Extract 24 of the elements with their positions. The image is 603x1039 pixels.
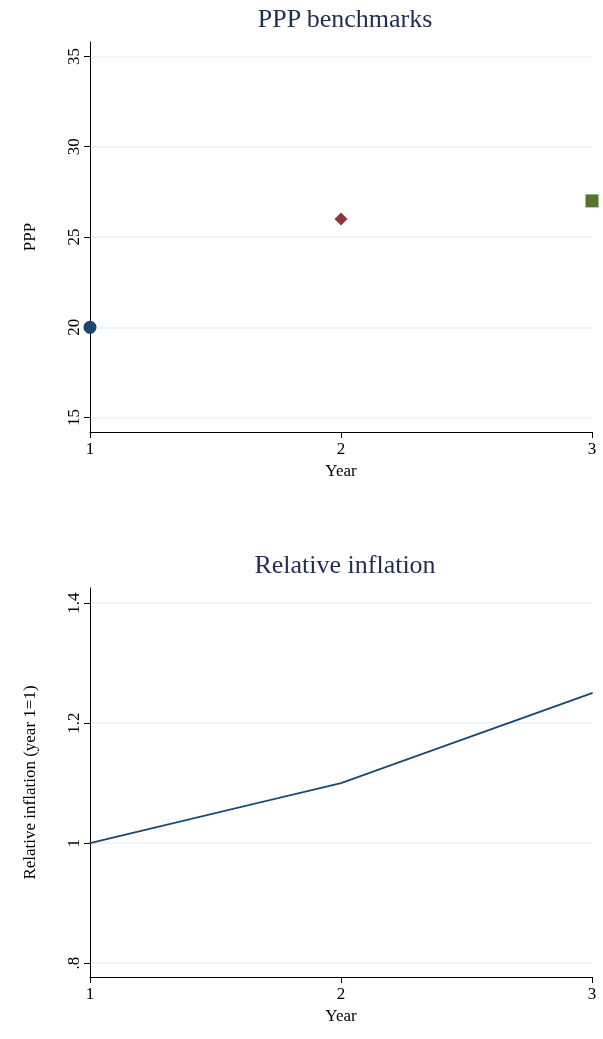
x-axis-title: Year — [325, 461, 357, 480]
y-axis-title: Relative inflation (year 1=1) — [20, 685, 39, 880]
x-tick-label: 2 — [336, 439, 346, 458]
x-tick-label: 1 — [85, 439, 95, 458]
y-tick-label: 1 — [64, 838, 83, 848]
y-tick-label: 25 — [64, 228, 83, 246]
y-tick-label: 30 — [64, 138, 83, 156]
x-axis-title: Year — [325, 1006, 357, 1025]
x-tick-label: 1 — [85, 984, 95, 1003]
y-axis-title: PPP — [20, 222, 39, 252]
chart-title: Relative inflation — [254, 549, 436, 579]
point — [334, 212, 348, 226]
x-tick-label: 2 — [336, 984, 346, 1003]
y-tick-label: 35 — [64, 47, 83, 65]
y-tick-label: 20 — [64, 318, 83, 336]
point — [83, 320, 97, 334]
x-tick-label: 3 — [587, 984, 597, 1003]
point — [585, 194, 599, 208]
y-tick-label: 1.2 — [64, 712, 83, 734]
y-tick-label: 15 — [64, 409, 83, 427]
y-tick-label: .8 — [64, 956, 83, 970]
x-tick-label: 3 — [587, 439, 597, 458]
chart-title: PPP benchmarks — [257, 3, 433, 33]
y-tick-label: 1.4 — [64, 591, 83, 614]
